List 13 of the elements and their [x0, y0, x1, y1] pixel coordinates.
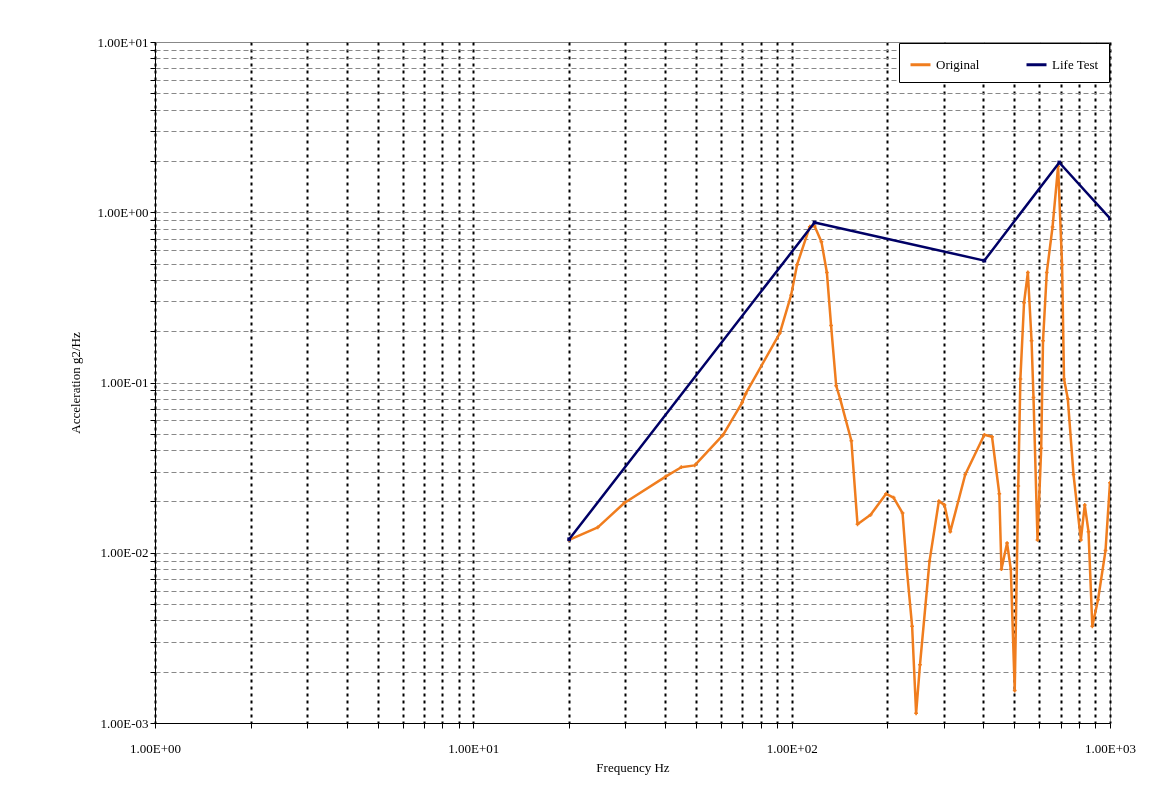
x-axis-title: Frequency Hz [596, 759, 670, 775]
x-tick-label: 1.00E+02 [766, 740, 818, 756]
y-tick-label: 1.00E-02 [100, 545, 149, 561]
y-tick-label: 1.00E-03 [100, 715, 149, 731]
y-tick-label: 1.00E+01 [97, 34, 149, 50]
y-axis-title: Acceleration g2/Hz [68, 332, 84, 434]
legend-label: Life Test [1052, 56, 1099, 72]
x-tick-label: 1.00E+03 [1084, 740, 1137, 756]
x-tick-label: 1.00E+00 [129, 740, 182, 756]
legend-label: Original [936, 56, 980, 72]
y-tick-label: 1.00E+00 [97, 204, 149, 220]
x-tick-label: 1.00E+01 [448, 740, 500, 756]
y-tick-label: 1.00E-01 [100, 375, 149, 390]
